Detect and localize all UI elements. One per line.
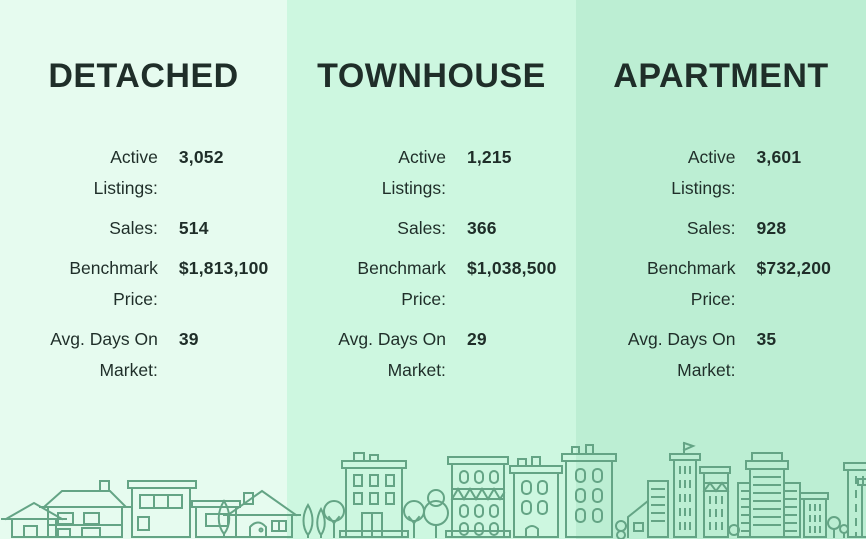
stat-row-benchmark-price: Benchmark Price: $1,813,100 bbox=[0, 253, 287, 315]
stat-value: 3,052 bbox=[178, 147, 224, 167]
stats-list: Active Listings: 3,601 Sales: 928 Benchm… bbox=[576, 142, 866, 386]
column-title: DETACHED bbox=[48, 57, 239, 95]
stat-label: Active Listings: bbox=[93, 147, 158, 198]
stat-row-sales: Sales: 928 bbox=[576, 213, 866, 244]
stat-row-sales: Sales: 366 bbox=[287, 213, 576, 244]
tree-icon bbox=[302, 503, 314, 537]
stat-value: 39 bbox=[178, 329, 199, 349]
column-title: TOWNHOUSE bbox=[317, 57, 546, 95]
column-apartment: APARTMENT Active Listings: 3,601 Sales: … bbox=[576, 0, 866, 539]
stat-label: Benchmark Price: bbox=[646, 258, 736, 309]
house-icon bbox=[4, 501, 64, 521]
stat-value: 514 bbox=[178, 218, 209, 238]
tree-icon bbox=[827, 516, 841, 530]
tree-icon bbox=[403, 500, 425, 522]
stat-value: 928 bbox=[756, 218, 787, 238]
column-title: APARTMENT bbox=[613, 57, 829, 95]
stat-row-benchmark-price: Benchmark Price: $1,038,500 bbox=[287, 253, 576, 315]
building-icon bbox=[571, 446, 580, 455]
stats-list: Active Listings: 1,215 Sales: 366 Benchm… bbox=[287, 142, 576, 386]
stat-row-benchmark-price: Benchmark Price: $732,200 bbox=[576, 253, 866, 315]
stat-label: Avg. Days On Market: bbox=[627, 329, 736, 380]
stat-label: Active Listings: bbox=[381, 147, 446, 198]
city-skyline-illustration bbox=[1, 441, 866, 539]
stat-value: 366 bbox=[466, 218, 497, 238]
stat-row-active-listings: Active Listings: 3,601 bbox=[576, 142, 866, 204]
stat-value: $1,038,500 bbox=[466, 258, 557, 278]
stat-value: 35 bbox=[756, 329, 777, 349]
stat-value: $732,200 bbox=[756, 258, 832, 278]
stat-row-avg-days-on-market: Avg. Days On Market: 29 bbox=[287, 324, 576, 386]
column-detached: DETACHED Active Listings: 3,052 Sales: 5… bbox=[0, 0, 287, 539]
stat-label: Avg. Days On Market: bbox=[338, 329, 446, 380]
building-icon bbox=[843, 462, 866, 471]
stat-label: Active Listings: bbox=[671, 147, 736, 198]
tree-icon bbox=[839, 524, 849, 534]
building-icon bbox=[353, 452, 365, 462]
stat-value: $1,813,100 bbox=[178, 258, 269, 278]
stat-label: Avg. Days On Market: bbox=[50, 329, 158, 380]
tree-icon bbox=[427, 489, 445, 507]
stat-value: 1,215 bbox=[466, 147, 512, 167]
stat-row-active-listings: Active Listings: 3,052 bbox=[0, 142, 287, 204]
stat-label: Benchmark Price: bbox=[69, 258, 158, 309]
stat-row-avg-days-on-market: Avg. Days On Market: 35 bbox=[576, 324, 866, 386]
stat-value: 29 bbox=[466, 329, 487, 349]
bush-icon bbox=[615, 520, 627, 532]
stat-label: Sales: bbox=[686, 218, 736, 238]
building-icon bbox=[447, 456, 509, 465]
stat-label: Sales: bbox=[109, 218, 158, 238]
stat-row-avg-days-on-market: Avg. Days On Market: 39 bbox=[0, 324, 287, 386]
stat-row-sales: Sales: 514 bbox=[0, 213, 287, 244]
stat-label: Benchmark Price: bbox=[357, 258, 446, 309]
tree-icon bbox=[323, 500, 345, 522]
stat-value: 3,601 bbox=[756, 147, 802, 167]
stat-label: Sales: bbox=[397, 218, 446, 238]
stats-list: Active Listings: 3,052 Sales: 514 Benchm… bbox=[0, 142, 287, 386]
house-icon bbox=[41, 490, 129, 508]
house-icon bbox=[127, 480, 197, 489]
stat-row-active-listings: Active Listings: 1,215 bbox=[287, 142, 576, 204]
building-icon bbox=[517, 458, 527, 467]
column-townhouse: TOWNHOUSE Active Listings: 1,215 Sales: … bbox=[287, 0, 576, 539]
